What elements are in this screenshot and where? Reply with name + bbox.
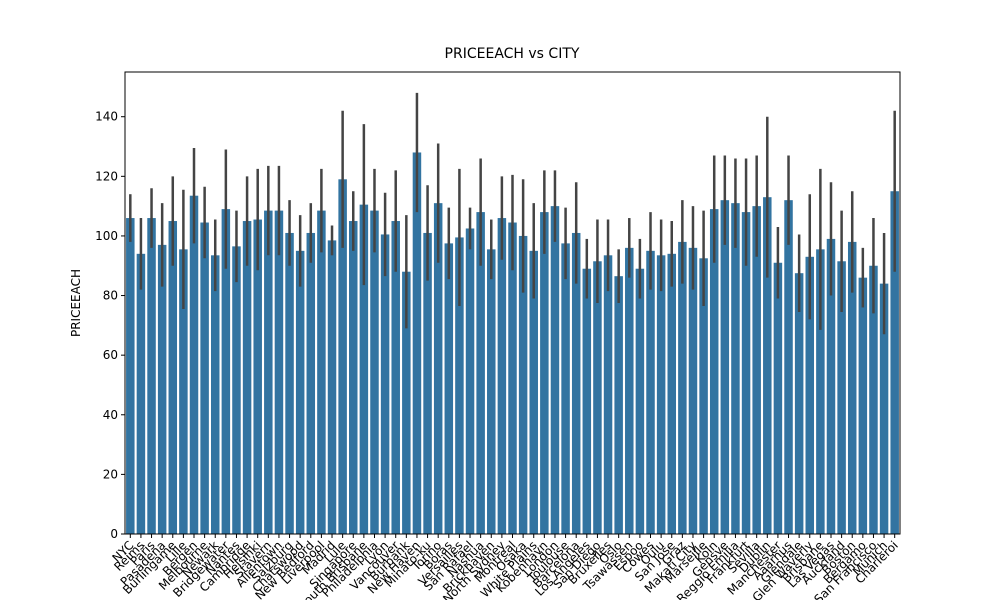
bar	[561, 243, 570, 535]
bar	[550, 206, 560, 534]
bar	[635, 268, 645, 534]
bar	[391, 221, 400, 534]
bar	[306, 232, 316, 534]
bar	[433, 203, 443, 535]
bar	[189, 195, 199, 534]
bar	[805, 256, 815, 534]
bar	[179, 249, 188, 534]
bar	[476, 212, 485, 534]
bar	[688, 247, 698, 534]
bar	[380, 234, 390, 534]
bar	[646, 250, 655, 534]
y-tick-label: 80	[103, 289, 118, 303]
chart-title: PRICEEACH vs CITY	[445, 46, 580, 62]
bar	[826, 238, 836, 534]
bar	[327, 240, 337, 535]
bar	[370, 210, 379, 534]
bar	[890, 191, 899, 534]
bar	[136, 253, 146, 535]
bar	[667, 253, 676, 535]
bar	[784, 200, 793, 535]
bar	[444, 243, 454, 535]
bar	[720, 200, 730, 535]
y-tick-label: 40	[103, 408, 118, 422]
bar	[508, 222, 517, 534]
bar	[412, 152, 422, 534]
y-axis-label: PRICEEACH	[69, 269, 83, 337]
bar	[455, 237, 464, 534]
y-tick-label: 120	[95, 169, 118, 183]
bar	[625, 247, 634, 534]
bar	[763, 197, 772, 534]
bar	[656, 255, 666, 534]
bar	[285, 232, 294, 534]
bar	[752, 206, 761, 534]
bar	[168, 221, 178, 534]
bar	[582, 268, 592, 534]
bar	[837, 261, 846, 534]
bar	[126, 218, 135, 534]
plot-frame	[124, 71, 901, 535]
bar	[699, 258, 708, 534]
bar	[614, 276, 623, 534]
bar	[264, 210, 273, 534]
bar	[741, 212, 751, 534]
bar	[274, 210, 284, 534]
bar	[847, 241, 857, 534]
bar	[232, 246, 241, 534]
bar	[518, 235, 528, 534]
bar	[571, 232, 581, 534]
bar	[731, 203, 740, 535]
bar	[242, 221, 252, 534]
y-tick-label: 140	[95, 110, 118, 124]
bar	[487, 249, 496, 534]
bar	[338, 179, 347, 534]
bar	[709, 209, 719, 534]
bar	[794, 273, 804, 534]
y-tick-label: 100	[95, 229, 118, 243]
bar	[349, 221, 358, 534]
bar	[200, 222, 209, 534]
bar	[540, 212, 549, 534]
bar	[210, 255, 220, 534]
bar	[816, 249, 825, 534]
bar	[359, 204, 369, 534]
y-tick-label: 20	[103, 467, 118, 481]
bar	[603, 255, 613, 534]
bar	[317, 210, 326, 534]
bar	[858, 277, 868, 534]
bar	[497, 218, 507, 534]
bar	[253, 219, 262, 534]
bar	[869, 265, 878, 534]
y-tick-label: 60	[103, 348, 118, 362]
bar	[295, 250, 305, 534]
bar	[465, 228, 475, 534]
bar	[529, 250, 538, 534]
y-tick-label: 0	[110, 527, 118, 541]
bar	[678, 241, 687, 534]
bar	[221, 209, 231, 534]
bar	[773, 262, 783, 534]
bar	[879, 283, 889, 534]
bar	[423, 232, 432, 534]
bar	[593, 261, 602, 534]
bar	[147, 218, 156, 534]
bar	[402, 271, 411, 534]
bar	[157, 244, 167, 534]
